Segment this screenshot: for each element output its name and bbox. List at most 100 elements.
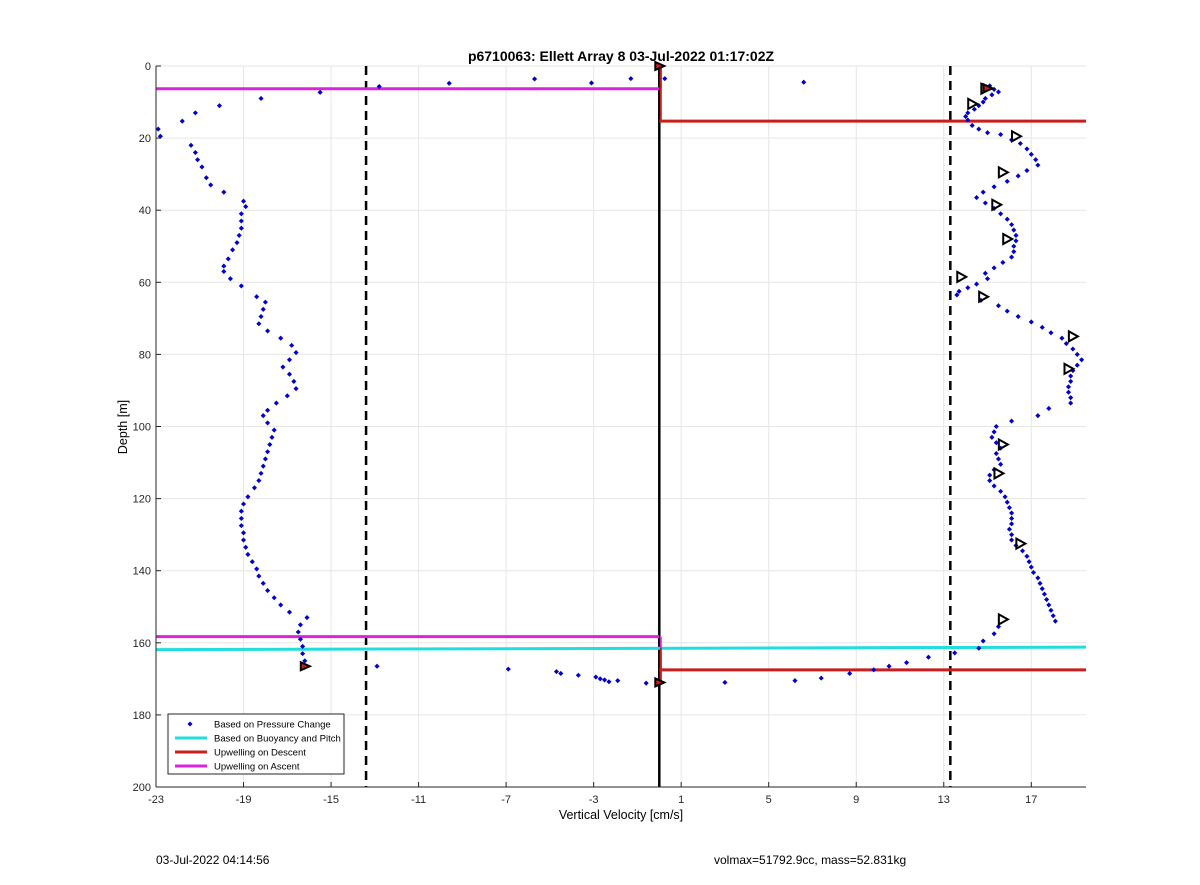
x-tick-label: 17	[1025, 794, 1037, 806]
axes: -23 -19 -15 -11 -7 -3 1 5 9 13 17 0 20 40 60 80 100 120 14…	[133, 61, 1086, 806]
pressure-point	[1065, 389, 1072, 395]
pressure-point	[1006, 526, 1012, 532]
pressure-point	[256, 478, 262, 484]
pressure-point	[1004, 216, 1010, 222]
y-tick-label: 100	[133, 422, 151, 434]
legend-label: Upwelling on Ascent	[214, 762, 300, 773]
pressure-point	[245, 494, 251, 500]
event-line	[155, 645, 1087, 652]
pressure-point	[956, 288, 962, 294]
pressure-point	[300, 643, 306, 649]
y-tick-label: 160	[133, 638, 151, 650]
pressure-point	[278, 335, 284, 341]
pressure-point	[1068, 373, 1074, 379]
pressure-point	[236, 232, 242, 238]
x-tick-label: 5	[766, 794, 772, 806]
pressure-point	[1035, 575, 1041, 581]
pressure-point	[155, 126, 161, 132]
buoyancy-point	[997, 612, 1010, 627]
pressure-point	[269, 434, 275, 440]
profile-marker	[299, 660, 313, 672]
pressure-point	[221, 268, 227, 275]
pressure-point	[991, 429, 997, 435]
footer-vehicle-info: volmax=51792.9cc, mass=52.831kg	[714, 853, 907, 867]
footer-timestamp: 03-Jul-2022 04:14:56	[156, 853, 270, 867]
grid	[155, 65, 1086, 788]
pressure-point	[293, 386, 299, 392]
pressure-point	[227, 276, 233, 282]
pressure-point	[998, 211, 1004, 217]
pressure-point	[1035, 162, 1041, 168]
x-tick-label: -3	[589, 794, 599, 806]
legend-label: Based on Buoyancy and Pitch	[214, 734, 341, 745]
pressure-point	[240, 501, 247, 507]
pressure-point	[1046, 602, 1052, 608]
pressure-point	[157, 133, 163, 139]
pressure-point	[1026, 559, 1032, 565]
pressure-point	[1074, 351, 1080, 357]
pressure-point	[286, 609, 293, 615]
pressure-point	[265, 328, 271, 334]
pressure-point	[265, 407, 271, 413]
pressure-point	[238, 283, 244, 289]
pressure-point	[1059, 335, 1065, 341]
pressure-point	[602, 677, 608, 683]
pressure-point	[1002, 494, 1008, 500]
pressure-point	[286, 357, 293, 363]
pressure-point	[1035, 413, 1041, 419]
pressure-point	[1033, 157, 1039, 163]
x-tick-label: -11	[411, 794, 426, 806]
pressure-point	[1006, 505, 1012, 511]
x-tick-label: -23	[148, 794, 164, 806]
pressure-point	[1015, 173, 1021, 179]
pressure-point	[267, 441, 273, 448]
pressure-point	[297, 622, 303, 628]
pressure-point	[995, 624, 1002, 630]
x-tick-label: -7	[501, 794, 511, 806]
x-tick-label: -15	[323, 794, 339, 806]
y-tick-label: 60	[139, 277, 151, 289]
pressure-point	[230, 247, 236, 253]
y-tick-label: 80	[139, 349, 151, 361]
pressure-point	[265, 420, 271, 426]
x-axis-label: Vertical Velocity [cm/s]	[559, 808, 683, 822]
pressure-point	[192, 110, 198, 116]
pressure-point	[1028, 319, 1034, 325]
pressure-point	[593, 674, 599, 680]
x-tick-label: 13	[938, 794, 950, 806]
pressure-point	[260, 580, 266, 586]
pressure-point	[1039, 586, 1045, 592]
y-axis-label: Depth [m]	[116, 400, 130, 454]
pressure-point	[1028, 151, 1034, 157]
pressure-point	[952, 650, 958, 656]
pressure-point	[886, 663, 892, 669]
pressure-point	[221, 263, 227, 269]
pressure-point	[1009, 537, 1015, 543]
pressure-point	[374, 663, 380, 669]
pressure-point	[1079, 357, 1085, 363]
legend-label: Upwelling on Descent	[214, 748, 306, 759]
pressure-point	[234, 240, 240, 246]
pressure-point	[238, 225, 244, 231]
pressure-point	[208, 182, 214, 188]
pressure-point	[221, 189, 227, 195]
pressure-point	[225, 256, 231, 262]
data-layer	[155, 60, 1087, 787]
pressure-point	[199, 164, 205, 170]
pressure-point	[1017, 140, 1023, 147]
pressure-point	[976, 645, 982, 651]
pressure-point	[993, 423, 999, 430]
buoyancy-point	[991, 198, 1004, 212]
legend-label: Based on Pressure Change	[214, 720, 331, 731]
pressure-point	[1019, 548, 1026, 554]
profile-marker	[654, 676, 667, 688]
y-tick-label: 40	[139, 205, 151, 217]
buoyancy-point	[1002, 232, 1015, 246]
legend: Based on Pressure Change Based on Buoyanc…	[167, 713, 345, 775]
pressure-point	[251, 485, 258, 491]
y-tick-label: 180	[133, 710, 151, 722]
pressure-point	[262, 299, 268, 305]
pressure-point	[980, 638, 986, 644]
pressure-point	[195, 157, 201, 163]
pressure-point	[847, 670, 853, 676]
